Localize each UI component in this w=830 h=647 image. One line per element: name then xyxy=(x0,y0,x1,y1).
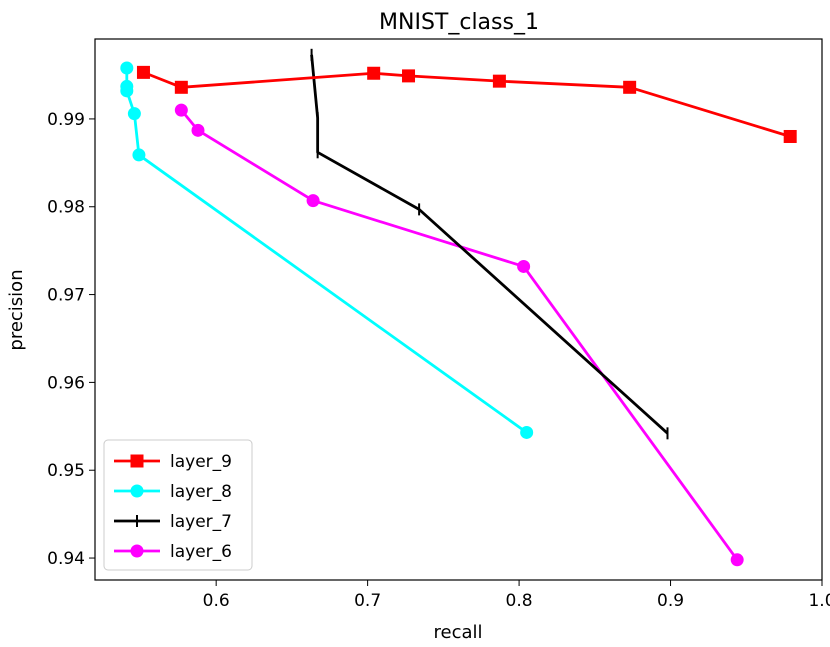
x-tick-label: 0.8 xyxy=(506,591,533,611)
layer-9-point xyxy=(174,80,188,94)
layer-9-line xyxy=(142,71,791,138)
layer-6-point xyxy=(517,259,531,273)
x-tick-label: 1.0 xyxy=(808,591,830,611)
legend-marker-layer-9 xyxy=(130,454,144,468)
y-tick-label: 0.97 xyxy=(47,286,85,306)
y-tick-label: 0.99 xyxy=(47,110,85,130)
layer-8-point xyxy=(120,84,134,98)
layer-9-point xyxy=(623,80,637,94)
legend-label-layer-6: layer_6 xyxy=(170,542,232,562)
layer-9-point xyxy=(136,65,150,79)
chart-title: MNIST_class_1 xyxy=(379,10,539,35)
layer-8-line xyxy=(125,67,528,434)
legend-marker-layer-6 xyxy=(130,544,144,558)
x-axis-label: recall xyxy=(433,622,482,643)
layer-9-point xyxy=(783,129,797,143)
series-layer-8 xyxy=(120,61,534,439)
y-tick-label: 0.96 xyxy=(47,373,85,393)
layer-9-point xyxy=(492,74,506,88)
y-tick-label: 0.95 xyxy=(47,461,85,481)
series-layer xyxy=(120,48,797,567)
series-layer-9 xyxy=(136,65,797,143)
legend-box xyxy=(103,439,253,571)
x-tick-label: 0.7 xyxy=(354,591,381,611)
layer-6-point xyxy=(730,553,744,567)
legend-label-layer-9: layer_9 xyxy=(170,452,232,472)
layer-6-point xyxy=(174,103,188,117)
legend-label-layer-8: layer_8 xyxy=(170,482,232,502)
y-tick-label: 0.94 xyxy=(47,549,85,569)
plot-frame xyxy=(94,38,823,581)
x-tick-label: 0.9 xyxy=(657,591,684,611)
layer-9-point xyxy=(367,66,381,80)
y-tick-label: 0.98 xyxy=(47,198,85,218)
y-axis-label: precision xyxy=(6,269,27,350)
layer-8-point xyxy=(127,107,141,121)
layer-9-point xyxy=(402,69,416,83)
layer-6-point xyxy=(191,123,205,137)
layer-8-point xyxy=(120,61,134,75)
y-axis: 0.94 0.95 0.96 0.97 0.98 0.99 xyxy=(47,110,95,569)
legend: layer_9 layer_8 layer_7 layer_6 xyxy=(103,439,253,571)
layer-8-point xyxy=(132,148,146,162)
legend-label-layer-7: layer_7 xyxy=(170,512,232,532)
layer-7-line xyxy=(310,54,669,435)
legend-marker-layer-8 xyxy=(130,484,144,498)
series-layer-7 xyxy=(310,48,669,440)
x-axis: 0.6 0.7 0.8 0.9 1.0 xyxy=(203,580,830,611)
layer-6-line xyxy=(180,109,739,561)
layer-8-point xyxy=(520,425,534,439)
x-tick-label: 0.6 xyxy=(203,591,230,611)
series-layer-6 xyxy=(174,103,744,567)
layer-6-point xyxy=(306,194,320,208)
